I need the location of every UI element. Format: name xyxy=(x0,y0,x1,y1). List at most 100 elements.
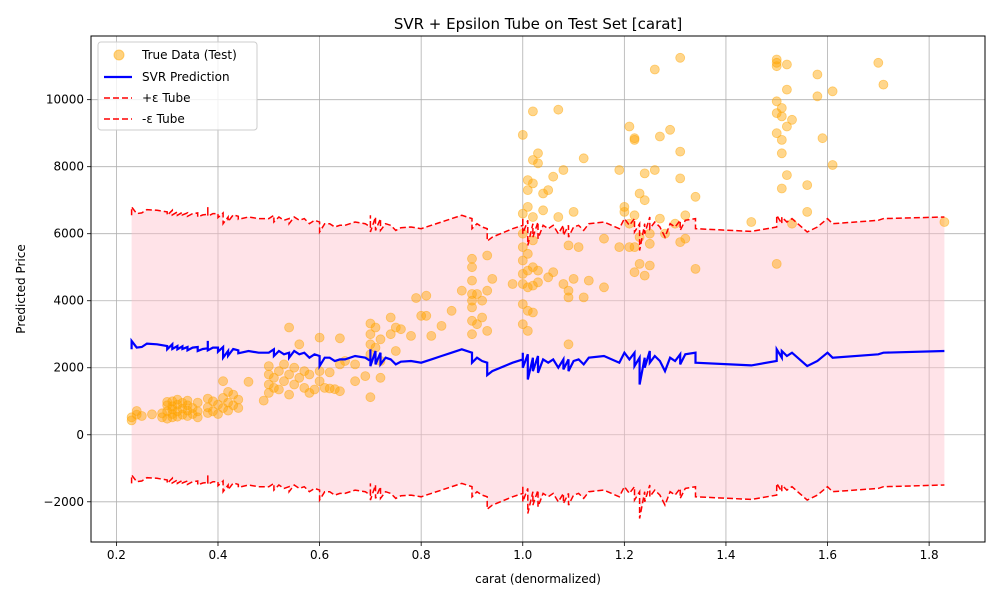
scatter-point xyxy=(172,406,183,417)
scatter-point xyxy=(690,263,701,274)
scatter-point xyxy=(776,103,787,113)
scatter-point xyxy=(517,319,528,330)
x-tick-label: 1.6 xyxy=(818,548,837,562)
scatter-point xyxy=(279,376,289,387)
scatter-point xyxy=(771,54,782,65)
scatter-point xyxy=(157,408,168,419)
y-tick-label: 2000 xyxy=(53,361,84,375)
scatter-point xyxy=(543,272,554,283)
scatter-point xyxy=(375,372,386,383)
scatter-point xyxy=(827,86,838,97)
scatter-point xyxy=(644,260,655,271)
scatter-point xyxy=(675,173,686,184)
scatter-point xyxy=(324,383,335,394)
scatter-point xyxy=(304,387,315,398)
scatter-point xyxy=(202,393,213,404)
scatter-point xyxy=(522,175,533,186)
scatter-point xyxy=(365,329,376,340)
scatter-point xyxy=(213,399,223,410)
y-tick-label: 10000 xyxy=(46,93,84,107)
scatter-point xyxy=(776,183,787,194)
scatter-point xyxy=(634,188,645,199)
scatter-point xyxy=(406,330,416,341)
legend-label-svr-prediction: SVR Prediction xyxy=(142,70,230,84)
scatter-point xyxy=(517,129,528,140)
scatter-point xyxy=(802,180,813,191)
scatter-point xyxy=(177,397,188,408)
scatter-point xyxy=(294,339,305,350)
scatter-point xyxy=(563,240,574,251)
scatter-point xyxy=(533,277,543,288)
scatter-point xyxy=(365,318,376,329)
svr-prediction-line xyxy=(130,337,945,385)
scatter-point xyxy=(131,406,142,416)
scatter-point xyxy=(284,322,295,333)
scatter-point xyxy=(629,133,640,144)
scatter-point xyxy=(172,394,183,405)
scatter-point xyxy=(563,292,574,303)
scatter-point xyxy=(263,369,274,380)
scatter-point xyxy=(467,262,477,273)
legend-box xyxy=(97,41,258,131)
scatter-point xyxy=(563,339,574,350)
scatter-point xyxy=(182,405,193,416)
scatter-point xyxy=(558,279,569,289)
scatter-point xyxy=(319,382,330,393)
scatter-point xyxy=(263,387,274,398)
scatter-point xyxy=(223,386,234,397)
scatter-point xyxy=(787,114,797,125)
scatter-point xyxy=(436,320,447,331)
scatter-point xyxy=(599,282,609,293)
scatter-point xyxy=(289,362,300,373)
legend-label-true-data: True Data (Test) xyxy=(141,48,237,62)
scatter-point xyxy=(629,210,640,221)
scatter-point xyxy=(782,121,792,132)
scatter-point xyxy=(639,270,650,281)
scatter-point xyxy=(350,359,361,370)
scatter-point xyxy=(395,324,406,335)
scatter-point xyxy=(263,361,274,372)
scatter-point xyxy=(629,242,640,253)
scatter-point xyxy=(192,406,203,417)
x-tick-label: 1.2 xyxy=(615,548,634,562)
scatter-point xyxy=(614,165,625,175)
scatter-point xyxy=(507,279,518,289)
scatter-point xyxy=(655,213,665,224)
scatter-point xyxy=(289,379,300,390)
scatter-point xyxy=(334,386,345,397)
scatter-point xyxy=(172,411,183,422)
scatter-point xyxy=(528,280,538,291)
scatter-point xyxy=(187,403,198,413)
scatter-point xyxy=(126,412,137,423)
scatter-point xyxy=(599,233,609,244)
scatter-point xyxy=(782,84,792,95)
scatter-point xyxy=(228,389,239,400)
scatter-point xyxy=(284,389,295,400)
scatter-point xyxy=(776,148,787,159)
scatter-point xyxy=(350,376,361,387)
y-axis-label: Predicted Price xyxy=(14,244,28,333)
scatter-point xyxy=(467,289,477,299)
legend: True Data (Test) SVR Prediction +ε Tube … xyxy=(97,41,258,131)
scatter-point xyxy=(477,295,488,306)
scatter-point xyxy=(273,384,284,395)
x-tick-label: 0.4 xyxy=(208,548,227,562)
scatter-point xyxy=(263,379,274,390)
scatter-point xyxy=(644,228,655,239)
scatter-point xyxy=(568,273,579,284)
scatter-point xyxy=(477,312,488,323)
scatter-point xyxy=(665,124,675,135)
scatter-point xyxy=(482,325,493,336)
scatter-point xyxy=(533,265,543,276)
scatter-point xyxy=(517,208,528,219)
x-tick-label: 0.8 xyxy=(412,548,431,562)
scatter-point xyxy=(528,178,538,189)
scatter-point xyxy=(771,96,782,107)
x-tick-label: 0.6 xyxy=(310,548,329,562)
scatter-point xyxy=(467,302,477,313)
scatter-point xyxy=(482,250,493,261)
scatter-point xyxy=(233,394,244,405)
scatter-point xyxy=(385,329,396,340)
scatter-point xyxy=(619,206,630,217)
